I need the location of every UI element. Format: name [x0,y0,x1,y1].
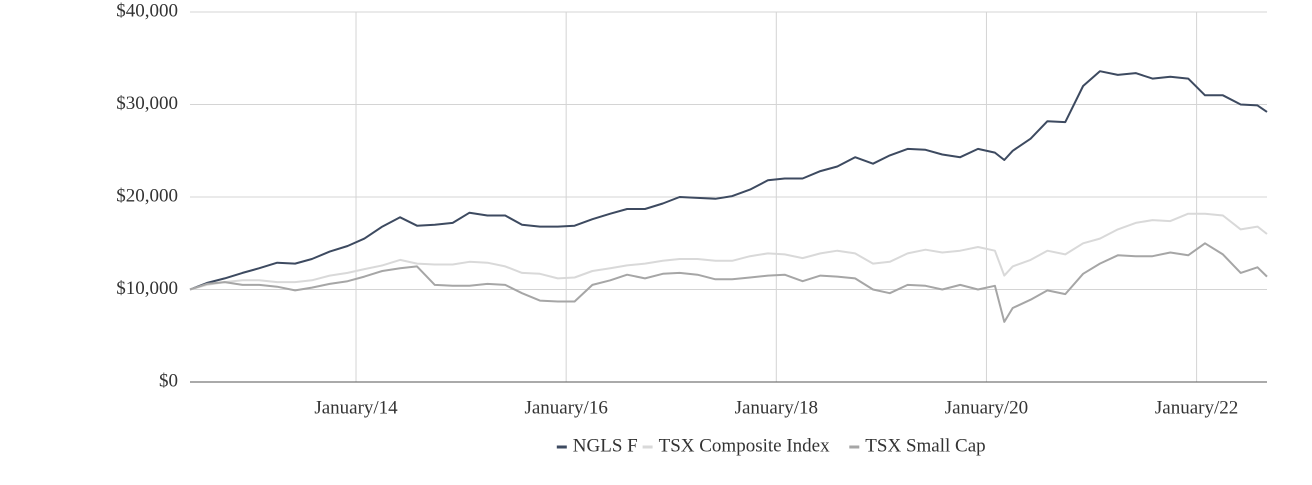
y-tick-label: $20,000 [116,185,178,206]
legend-label: NGLS F [573,435,638,456]
line [189,212,1268,291]
y-tick-label: $30,000 [116,93,178,114]
y-tick-label: $0 [159,370,178,391]
y-tick-label: $40,000 [116,0,178,21]
x-tick-label: January/16 [524,397,607,418]
x-tick-label: January/20 [945,397,1028,418]
legend-label: TSX Composite Index [659,435,830,456]
y-tick-label: $10,000 [116,278,178,299]
x-tick-label: January/14 [314,397,398,418]
x-tick-label: January/22 [1155,397,1238,418]
x-tick-label: January/18 [735,397,818,418]
line [189,70,1268,291]
legend-label: TSX Small Cap [865,435,985,456]
line [189,242,1268,323]
